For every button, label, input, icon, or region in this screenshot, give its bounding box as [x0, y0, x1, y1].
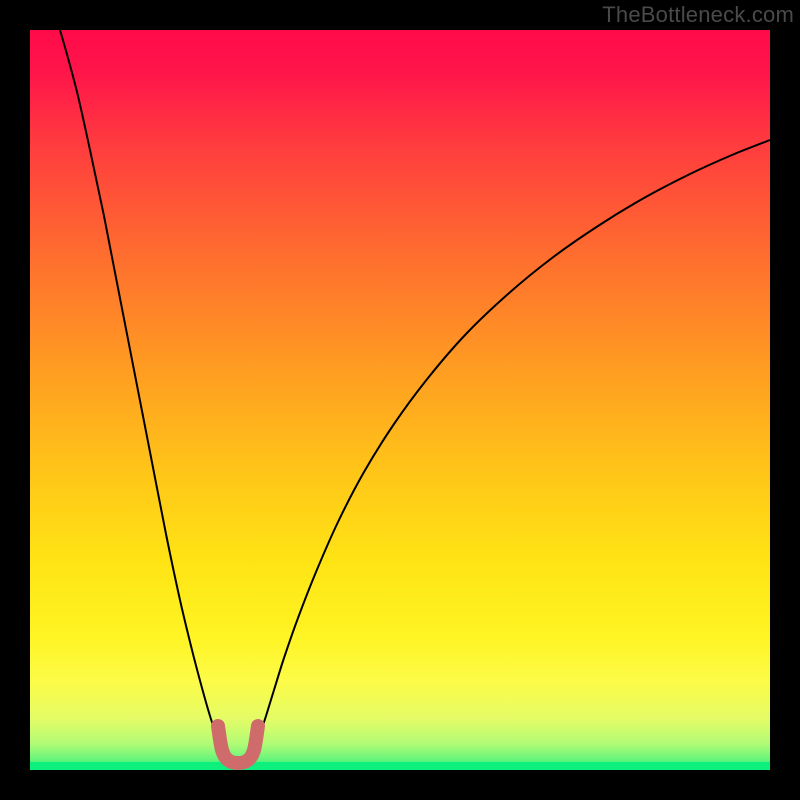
- chart-svg: [0, 0, 800, 800]
- bottom-green-bar: [30, 762, 770, 770]
- plot-background: [30, 30, 770, 770]
- chart-container: TheBottleneck.com: [0, 0, 800, 800]
- watermark-text: TheBottleneck.com: [602, 2, 794, 28]
